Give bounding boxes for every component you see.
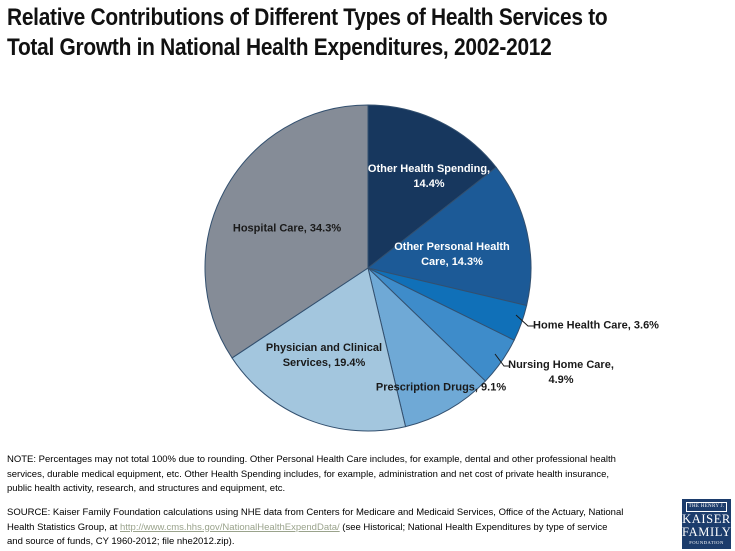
source-url-link[interactable]: http://www.cms.hhs.gov/NationalHealthExp… bbox=[120, 521, 340, 533]
page-title: Relative Contributions of Different Type… bbox=[7, 3, 608, 63]
leader-line-home-health-care bbox=[515, 314, 534, 327]
pie-slice-other-personal-health-care bbox=[367, 166, 532, 307]
source-text: SOURCE: Kaiser Family Foundation calcula… bbox=[7, 506, 623, 550]
source-text-segment: Health Statistics Group, at bbox=[7, 521, 120, 533]
kff-logo-kaiser: KAISER bbox=[682, 512, 731, 526]
source-line: and source of funds, CY 1960-2012; file … bbox=[7, 535, 623, 550]
note-line: NOTE: Percentages may not total 100% due… bbox=[7, 454, 616, 465]
pie-slice-hospital-care bbox=[204, 104, 369, 359]
page-title-line-1: Relative Contributions of Different Type… bbox=[7, 4, 608, 31]
kff-logo-henry: THE HENRY J. bbox=[686, 502, 727, 512]
page-title-line-2: Total Growth in National Health Expendit… bbox=[7, 34, 552, 61]
leader-line-nursing-home-care bbox=[494, 353, 510, 367]
pie-slice-prescription-drugs bbox=[367, 267, 486, 428]
source-text-segment: and source of funds, CY 1960-2012; file … bbox=[7, 536, 235, 548]
pie-slice-physician-and-clinical-services bbox=[231, 267, 407, 432]
source-line: SOURCE: Kaiser Family Foundation calcula… bbox=[7, 506, 623, 521]
kff-logo-family: FAMILY bbox=[682, 524, 732, 539]
kff-logo: THE HENRY J. KAISER FAMILY FOUNDATION bbox=[682, 499, 731, 549]
source-text-segment: (see Historical; National Health Expendi… bbox=[339, 521, 608, 533]
source-text-segment: SOURCE: Kaiser Family Foundation calcula… bbox=[7, 507, 624, 518]
note-text: NOTE: Percentages may not total 100% due… bbox=[7, 453, 616, 497]
source-line: Health Statistics Group, at http://www.c… bbox=[7, 521, 623, 536]
note-line: services, durable medical equipment, etc… bbox=[7, 468, 609, 480]
kff-logo-foundation: FOUNDATION bbox=[689, 540, 724, 545]
pie-slice-other-health-spending bbox=[367, 104, 497, 269]
note-line: public health activity, research, and st… bbox=[7, 483, 286, 495]
